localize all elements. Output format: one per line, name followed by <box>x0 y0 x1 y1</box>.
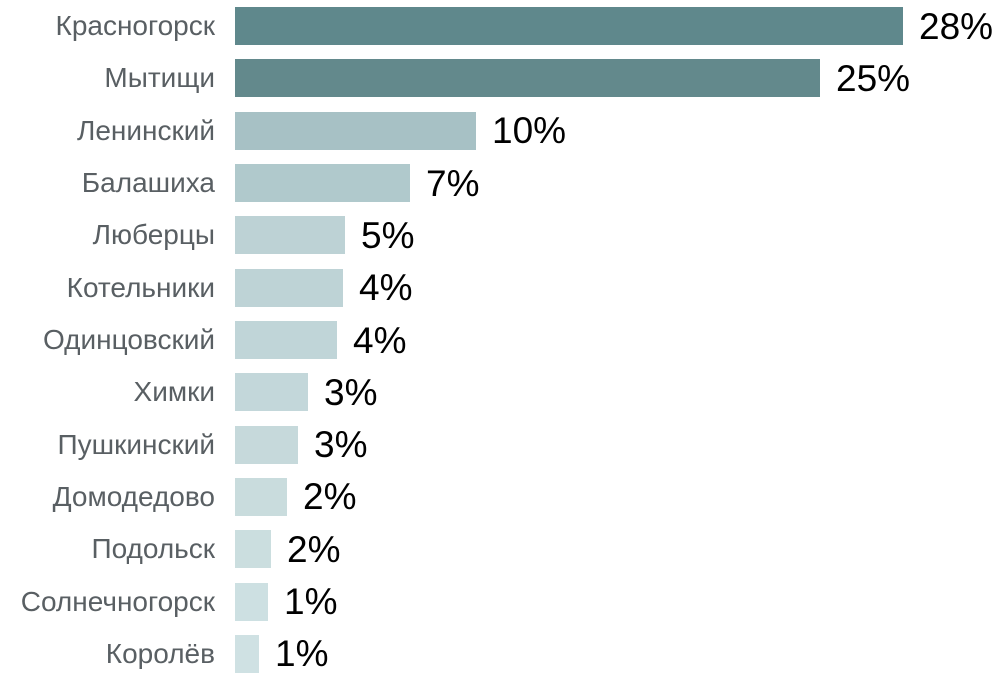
chart-row: Мытищи 25% <box>0 52 995 104</box>
category-label: Балашиха <box>81 167 215 199</box>
value-label: 1% <box>284 581 338 623</box>
bar <box>235 216 345 255</box>
bar <box>235 425 298 464</box>
category-label: Химки <box>133 376 215 408</box>
chart-row: Красногорск 28% <box>0 0 995 52</box>
value-label: 10% <box>492 110 567 152</box>
bar <box>235 268 343 307</box>
chart-row: Химки 3% <box>0 366 995 418</box>
chart-row: Пушкинский 3% <box>0 419 995 471</box>
category-label: Мытищи <box>104 62 215 94</box>
bar-track: 5% <box>235 209 995 261</box>
category-label: Котельники <box>66 271 215 303</box>
value-label: 1% <box>275 633 329 675</box>
chart-row: Одинцовский 4% <box>0 314 995 366</box>
bar <box>235 59 820 98</box>
bar-track: 3% <box>235 419 995 471</box>
bar <box>235 7 903 46</box>
value-label: 3% <box>314 424 368 466</box>
category-label: Домодедово <box>52 480 215 512</box>
value-label: 3% <box>324 371 378 413</box>
bar <box>235 477 287 516</box>
bar <box>235 164 410 203</box>
bar <box>235 321 337 360</box>
bar <box>235 373 308 412</box>
bar-track: 10% <box>235 105 995 157</box>
value-label: 5% <box>361 214 415 256</box>
value-label: 25% <box>836 57 911 99</box>
category-label: Солнечногорск <box>20 585 215 617</box>
chart-row: Солнечногорск 1% <box>0 575 995 627</box>
chart-row: Люберцы 5% <box>0 209 995 261</box>
chart-row: Подольск 2% <box>0 523 995 575</box>
bar-track: 1% <box>235 575 995 627</box>
category-label: Люберцы <box>92 219 215 251</box>
chart-row: Балашиха 7% <box>0 157 995 209</box>
value-label: 2% <box>303 476 357 518</box>
value-label: 4% <box>359 267 413 309</box>
bar-track: 2% <box>235 523 995 575</box>
bar-track: 7% <box>235 157 995 209</box>
chart-row: Ленинский 10% <box>0 105 995 157</box>
category-label: Королёв <box>105 637 215 669</box>
bar-track: 1% <box>235 628 995 680</box>
bar-track: 25% <box>235 52 995 104</box>
bar <box>235 111 476 150</box>
bar-track: 4% <box>235 314 995 366</box>
chart-row: Королёв 1% <box>0 628 995 680</box>
chart-row: Домодедово 2% <box>0 471 995 523</box>
category-label: Ленинский <box>76 114 215 146</box>
value-label: 4% <box>353 319 407 361</box>
value-label: 7% <box>426 162 480 204</box>
value-label: 2% <box>287 528 341 570</box>
bar <box>235 530 271 569</box>
category-label: Одинцовский <box>43 324 215 356</box>
value-label: 28% <box>919 5 994 47</box>
bar <box>235 634 259 673</box>
category-label: Красногорск <box>55 10 215 42</box>
bar-track: 3% <box>235 366 995 418</box>
chart-row: Котельники 4% <box>0 262 995 314</box>
bar-track: 2% <box>235 471 995 523</box>
bar-track: 4% <box>235 262 995 314</box>
category-label: Пушкинский <box>57 428 215 460</box>
bar <box>235 582 268 621</box>
bar-track: 28% <box>235 0 995 52</box>
category-label: Подольск <box>91 533 215 565</box>
